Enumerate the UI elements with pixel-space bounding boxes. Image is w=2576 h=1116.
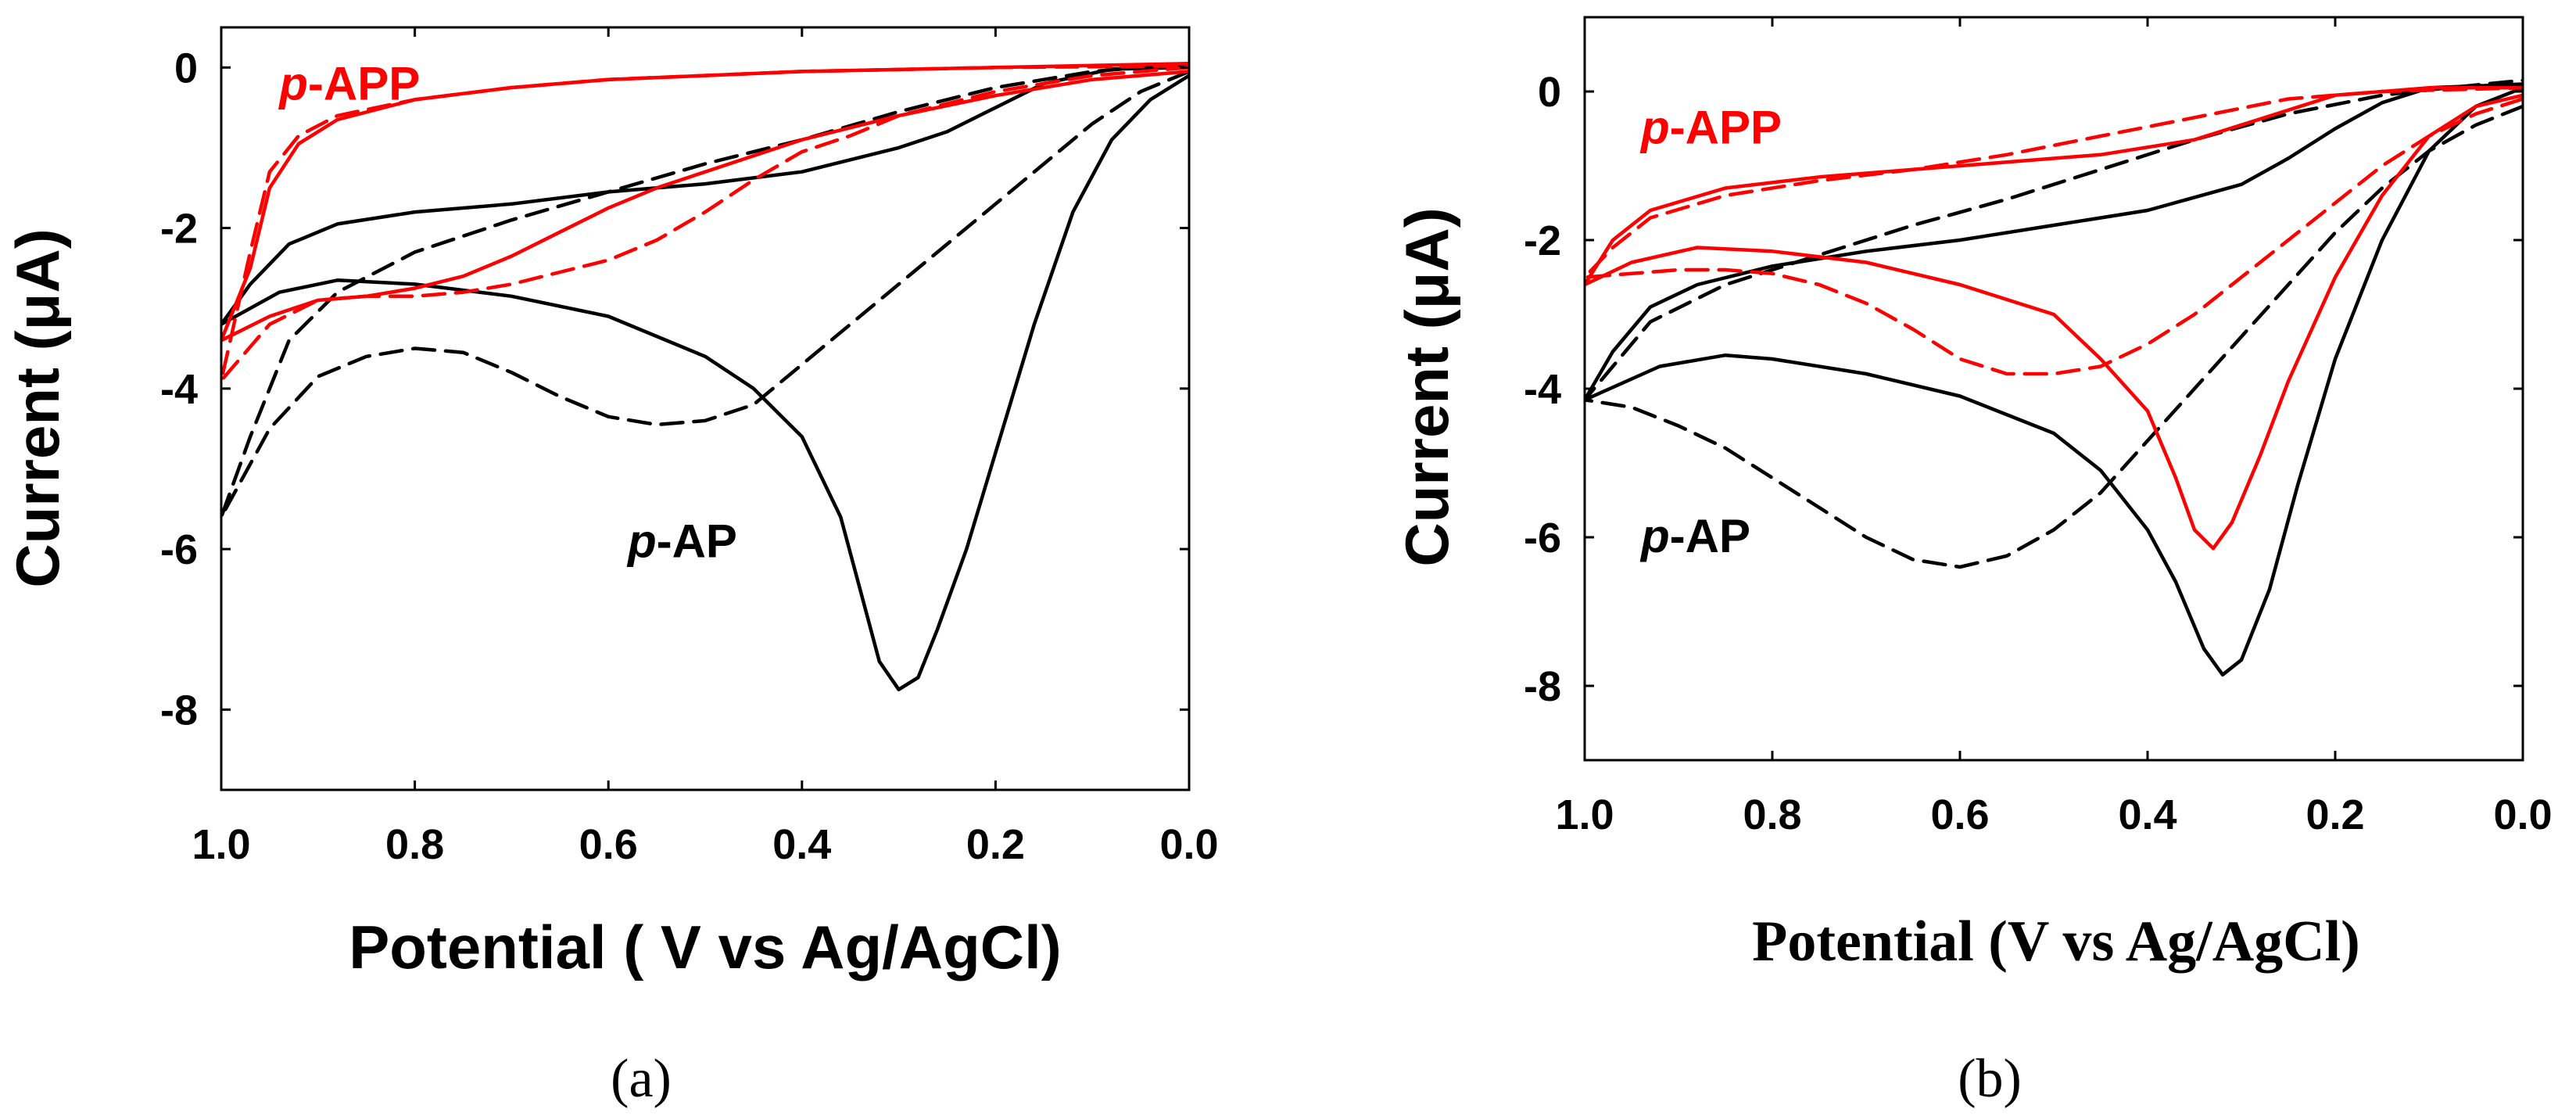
x-tick-label: 0.6 <box>579 821 638 868</box>
y-tick-label: -6 <box>1524 515 1561 562</box>
x-tick-label: 0.4 <box>2118 791 2177 838</box>
chart-panel-b: 0 -2 -4 -6 -8 1.0 0.8 0.6 0.4 0.2 0.0 Current (μA… <box>1392 16 2553 1109</box>
x-axis-label-b: Potential (V vs Ag/AgCl) <box>1752 910 2360 974</box>
x-tick-label: 1.0 <box>192 821 250 868</box>
panel-label-a: (a) <box>611 1049 672 1109</box>
y-axis-label-b: Current (μA) <box>1392 207 1461 566</box>
x-tick-label: 0.8 <box>385 821 444 868</box>
series-group-a <box>221 61 1189 691</box>
series-line-b-black-solid <box>1585 82 2523 677</box>
series-line-a-black-solid <box>221 66 1189 691</box>
plot-frame-a <box>220 26 1191 791</box>
x-axis-label-a: Potential ( V vs Ag/AgCl) <box>349 913 1062 981</box>
y-tick-label: 0 <box>174 45 198 92</box>
series-group-b <box>1585 78 2523 677</box>
x-tick-label: 0.2 <box>966 821 1025 868</box>
annotation-p-ap-a: p-AP <box>626 515 737 567</box>
annotation-p-app-b: p-APP <box>1639 102 1782 154</box>
x-axis-ticks-a: 1.0 0.8 0.6 0.4 0.2 0.0 <box>192 27 1219 868</box>
y-tick-label: 0 <box>1538 69 1561 116</box>
y-tick-label: -2 <box>1524 217 1561 264</box>
panel-label-b: (b) <box>1958 1049 2022 1109</box>
series-line-b-red-solid <box>1585 86 2523 551</box>
y-tick-label: -4 <box>160 366 198 413</box>
y-axis-ticks-a: 0 -2 -4 -6 -8 <box>160 45 1189 734</box>
series-line-a-black-dashed <box>221 61 1189 519</box>
annotation-p-app-a: p-APP <box>278 57 420 109</box>
y-tick-label: -8 <box>160 687 198 734</box>
y-axis-ticks-b: 0 -2 -4 -6 -8 <box>1524 69 2523 710</box>
x-tick-label: 1.0 <box>1555 791 1614 838</box>
y-tick-label: -4 <box>1524 366 1561 413</box>
y-tick-label: -8 <box>1524 663 1561 710</box>
chart-panel-a: 0 -2 -4 -6 -8 1.0 0.8 0.6 0.4 0.2 0.0 Current (μA… <box>3 26 1219 1109</box>
y-axis-label-a: Current (μA) <box>3 228 72 587</box>
plot-area-a <box>221 61 1189 691</box>
x-tick-label: 0.0 <box>1159 821 1218 868</box>
x-tick-label: 0.6 <box>1930 791 1989 838</box>
series-line-b-red-dashed <box>1585 86 2523 376</box>
y-tick-label: -2 <box>160 206 198 253</box>
plot-area-b <box>1585 78 2523 677</box>
x-axis-ticks-b: 1.0 0.8 0.6 0.4 0.2 0.0 <box>1555 17 2553 838</box>
y-tick-label: -6 <box>160 526 198 573</box>
series-line-b-black-dashed <box>1585 78 2523 569</box>
x-tick-label: 0.2 <box>2306 791 2364 838</box>
series-line-a-red-dashed <box>221 64 1189 382</box>
annotation-p-ap-b: p-AP <box>1639 510 1750 562</box>
x-tick-label: 0.0 <box>2493 791 2552 838</box>
x-tick-label: 0.4 <box>772 821 831 868</box>
x-tick-label: 0.8 <box>1743 791 1801 838</box>
